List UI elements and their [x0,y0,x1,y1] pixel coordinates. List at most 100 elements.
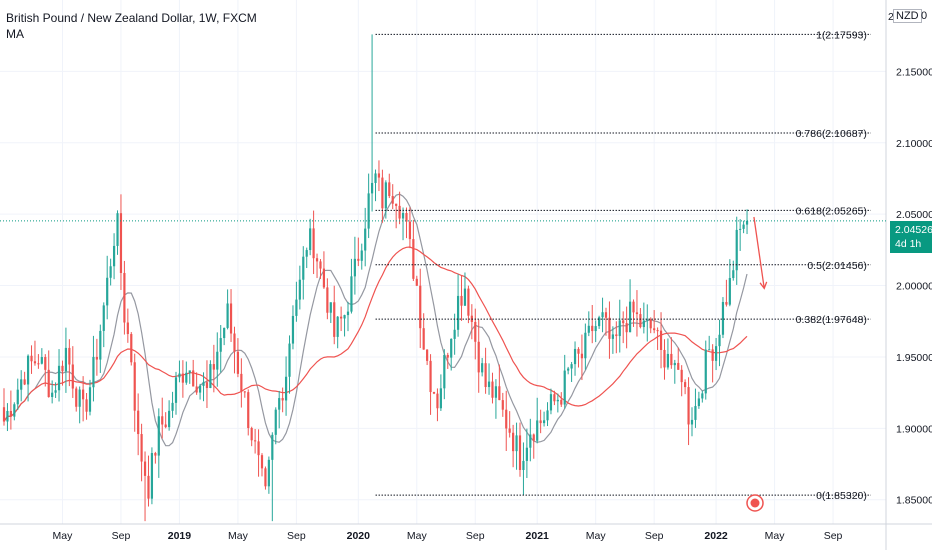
candles [2,34,749,522]
candle [374,169,377,202]
candle-body [154,453,157,456]
candle [30,345,33,374]
candle [188,370,191,384]
candle [388,173,391,199]
candle [322,251,326,289]
candle [426,349,429,366]
candle [384,180,387,219]
candle [216,332,219,387]
candle [274,407,277,445]
candle-body [405,213,408,222]
currency-menu-glyph[interactable]: 0 [921,10,928,22]
candle-body [264,468,267,487]
candle [659,312,663,369]
x-tick-label: Sep [645,530,664,542]
candle-body [295,299,298,316]
event-marker-icon[interactable] [746,494,764,512]
candle [436,388,439,422]
symbol-title[interactable]: British Pound / New Zealand Dollar, 1W, … [6,11,257,25]
candle-body [233,333,236,352]
candle-body [140,434,143,462]
candle [147,455,150,507]
candle [247,389,250,436]
candle-body [88,387,92,412]
candle [92,335,95,402]
candle-body [739,228,742,230]
candle [343,314,346,337]
candle [9,390,12,430]
candle-body [288,343,291,377]
candle [319,259,322,279]
candle [739,219,742,251]
candle [353,236,356,295]
candle [57,349,61,402]
candle [223,327,226,346]
candle-body [608,317,611,339]
candle-body [298,279,301,300]
last-price-tag: 2.04526 4d 1h [890,221,932,253]
candle [401,207,405,241]
candle [450,338,453,371]
candle [161,397,164,439]
candle [745,209,749,235]
candle [391,184,394,210]
candle [687,377,690,446]
candle-body [542,420,546,424]
candle-body [123,272,126,323]
candle [209,360,212,389]
x-tick-label: Sep [112,530,131,542]
candle [494,379,498,419]
candle [604,307,608,336]
candle-body [112,245,116,267]
candle-body [171,402,174,411]
bar-countdown: 4d 1h [895,238,922,250]
candle-body [57,365,61,391]
candle-body [412,239,415,279]
candle-body [639,314,642,328]
candle [714,338,718,371]
candle [202,372,205,402]
candle [47,350,50,398]
candle-body [677,362,680,370]
candle [481,357,484,377]
candle-body [312,228,315,259]
candle-body [525,447,528,461]
candle [102,302,105,348]
candle-body [673,362,676,366]
currency-badge[interactable]: NZD [893,9,922,23]
candle-body [429,360,432,393]
candle-body [460,295,463,306]
candle [598,315,601,329]
candle-body [164,424,167,428]
candle [284,356,288,416]
candle [446,352,449,369]
candle-body [408,221,412,240]
candle [556,393,559,413]
candle [367,173,370,239]
candle [154,451,157,464]
candle-body [71,364,74,389]
candle-body [505,409,508,429]
candle-body [216,351,219,370]
y-tick-label-top: 2 [888,11,894,23]
candle [219,325,222,373]
candle [601,297,604,333]
candle-body [346,311,350,316]
indicator-label[interactable]: MA [6,27,24,41]
candle-body [453,329,456,339]
candle [281,387,284,413]
candle [690,407,694,437]
candle [673,359,676,384]
candle [474,308,477,360]
candle [570,361,573,382]
candle [312,210,315,275]
candle [546,402,549,427]
candle [721,297,725,339]
x-tick-label: May [53,530,74,542]
candle [278,390,281,429]
candle-body [649,319,652,329]
candle-body [487,381,491,388]
candle [529,418,532,462]
candle-body [367,193,370,229]
